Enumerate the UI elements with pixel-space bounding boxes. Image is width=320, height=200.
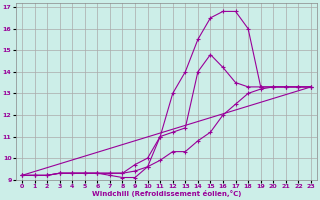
X-axis label: Windchill (Refroidissement éolien,°C): Windchill (Refroidissement éolien,°C) <box>92 190 241 197</box>
